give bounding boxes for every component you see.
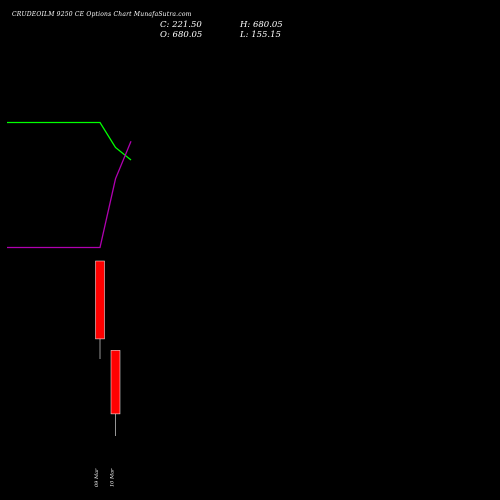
candle-body: [110, 350, 121, 415]
candle-body: [95, 260, 105, 340]
close-value: C: 221.50: [160, 20, 202, 30]
x-tick-label: 10 Mar: [110, 468, 116, 487]
overlay-line-2: [7, 141, 132, 249]
x-axis-ticks: 09 Mar 10 Mar: [94, 468, 116, 487]
chart-title: CRUDEOILM 9250 CE Options Chart MunafaSu…: [12, 11, 192, 18]
overlay-lines: [7, 121, 132, 249]
overlay-line-1: [7, 121, 132, 161]
candles: [95, 260, 121, 436]
high-value: H: 680.05: [239, 20, 283, 30]
low-value: L: 155.15: [239, 30, 281, 40]
open-value: O: 680.05: [160, 30, 202, 40]
x-tick-label: 09 Mar: [94, 468, 100, 487]
